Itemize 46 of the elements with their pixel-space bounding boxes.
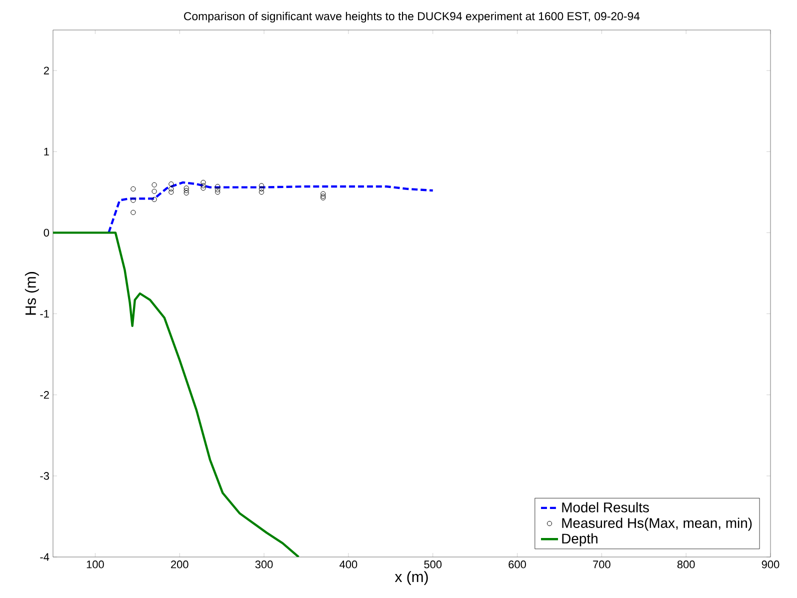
x-tick-label: 800: [677, 560, 695, 568]
x-tick-label: 600: [508, 560, 526, 568]
x-tick-label: 200: [171, 560, 188, 568]
x-tick-label: 900: [762, 560, 780, 568]
x-tick-label: 500: [424, 560, 442, 568]
point: [130, 198, 136, 203]
x-tick-label: 100: [86, 560, 104, 568]
x-tick-label: 400: [340, 560, 358, 568]
x-tick-label: 300: [255, 560, 273, 568]
x-axis-title: x (m): [394, 571, 428, 586]
y-tick-label: -4: [40, 553, 50, 561]
legend-label: Measured Hs(Max, mean, min): [562, 518, 752, 531]
x-tick-label: 700: [593, 560, 610, 568]
y-tick-label: -1: [40, 310, 49, 318]
point: [200, 180, 206, 185]
point: [152, 182, 157, 188]
line-series: [108, 181, 434, 234]
point: [130, 186, 136, 192]
point: [152, 196, 157, 202]
point: [258, 190, 264, 195]
y-tick-label: 0: [44, 228, 50, 237]
point: [152, 188, 157, 194]
chart-title: Comparison of significant wave heights to the DUCK94 experiment at 1600 EST, 09-20-94: [184, 12, 640, 22]
point: [184, 188, 189, 194]
point: [168, 181, 174, 187]
point: [215, 187, 220, 192]
y-tick-label: 1: [44, 148, 49, 156]
point: [184, 190, 189, 196]
point: [320, 191, 326, 196]
point: [200, 186, 206, 191]
line-series: [53, 232, 300, 557]
point: [258, 186, 264, 192]
point: [168, 186, 174, 192]
legend-label: Depth: [562, 533, 598, 546]
point: [215, 184, 220, 190]
legend-label: Model Results: [562, 502, 649, 512]
y-tick-label: -2: [40, 391, 49, 399]
point: [184, 186, 189, 191]
y-tick-label: 2: [44, 66, 49, 74]
point: [130, 210, 136, 215]
point: [200, 183, 206, 188]
point: [258, 183, 264, 188]
y-tick-label: -3: [40, 472, 49, 480]
point: [215, 190, 220, 195]
point: [168, 190, 174, 195]
y-axis-title: Hs (m): [24, 272, 39, 315]
